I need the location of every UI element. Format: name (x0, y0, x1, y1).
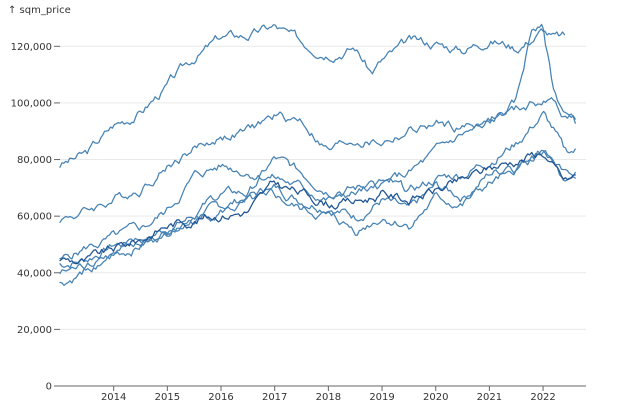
series-line-3 (59, 23, 576, 260)
x-tick-label: 2021 (477, 392, 502, 403)
y-tick-label: 80,000 (17, 155, 52, 166)
x-tick-label: 2019 (369, 392, 394, 403)
y-tick-label: 60,000 (17, 212, 52, 223)
series-line-1 (59, 24, 566, 168)
y-axis: 0 20,000 40,000 60,000 80,000 100,000 120,000 (11, 42, 60, 393)
y-tick-label: 20,000 (17, 325, 52, 336)
series-group (59, 23, 576, 287)
y-tick-label: 100,000 (11, 98, 52, 109)
series-line-4 (59, 110, 576, 287)
x-tick-label: 2016 (208, 392, 233, 403)
y-tick-label: 0 (46, 382, 52, 393)
series-line-2 (59, 97, 576, 223)
gridlines (60, 45, 586, 330)
x-tick-label: 2018 (316, 392, 341, 403)
x-tick-label: 2015 (155, 392, 180, 403)
series-line-7 (59, 151, 576, 265)
x-tick-label: 2014 (101, 392, 126, 403)
x-tick-label: 2017 (262, 392, 287, 403)
y-tick-label: 40,000 (17, 268, 52, 279)
x-tick-label: 2020 (423, 392, 448, 403)
y-tick-label: 120,000 (11, 42, 52, 53)
x-axis: 2014 2015 2016 2017 2018 2019 2020 2021 2022 (60, 385, 586, 403)
y-axis-title: ↑ sqm_price (8, 5, 71, 16)
x-tick-label: 2022 (530, 392, 555, 403)
